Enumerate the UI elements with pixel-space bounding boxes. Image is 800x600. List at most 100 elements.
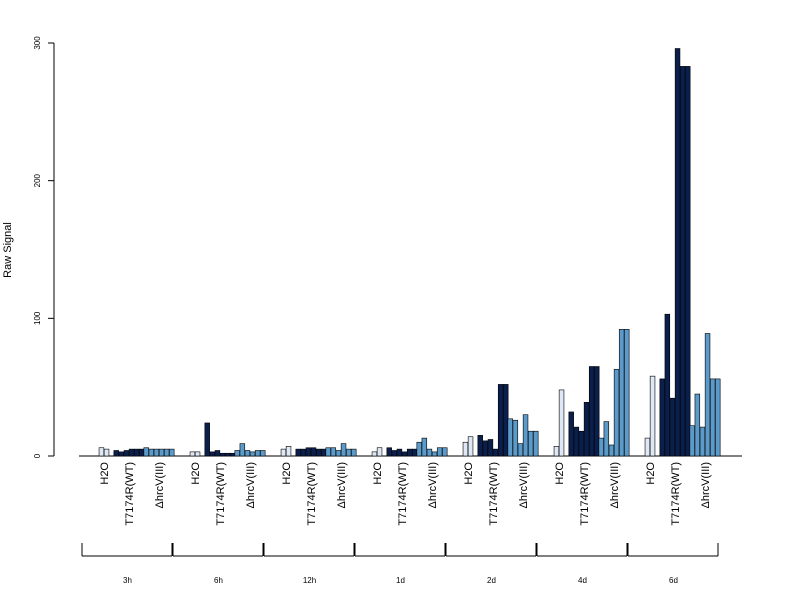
bar xyxy=(421,437,428,457)
bar xyxy=(249,451,256,457)
condition-label: T7174R(WT) xyxy=(306,462,318,526)
bar xyxy=(644,437,651,457)
group-axis: 3h 6h 12h 1d 2d 4d 6d xyxy=(81,543,719,585)
y-tick-label: 200 xyxy=(33,173,42,187)
bar xyxy=(224,452,231,457)
condition-labels: H2O T7174R(WT) ΔhrcV(III) H2O T7174R(WT) Δhrc… xyxy=(99,462,712,526)
y-tick-label: 100 xyxy=(33,311,42,325)
bar xyxy=(128,448,135,457)
bar xyxy=(401,451,408,457)
bar xyxy=(573,426,580,457)
bar xyxy=(442,447,448,457)
bar xyxy=(527,430,534,457)
condition-label: H2O xyxy=(554,462,566,485)
bar xyxy=(426,448,433,457)
condition-label: ΔhrcV(III) xyxy=(336,462,348,508)
bar xyxy=(321,448,327,457)
y-tick-label: 0 xyxy=(33,453,42,458)
condition-label: T7174R(WT) xyxy=(124,462,136,526)
bar xyxy=(679,66,686,457)
bar xyxy=(669,397,676,457)
bar xyxy=(603,421,610,457)
condition-label: T7174R(WT) xyxy=(488,462,500,526)
condition-label: H2O xyxy=(372,462,384,485)
bar xyxy=(345,448,352,457)
bar xyxy=(376,447,383,457)
bar xyxy=(230,452,236,457)
bar xyxy=(139,448,145,457)
bar xyxy=(649,375,656,457)
condition-label: H2O xyxy=(645,462,657,485)
group-label: 3h xyxy=(123,576,132,585)
bar xyxy=(113,450,119,457)
bar xyxy=(305,447,312,457)
bar xyxy=(618,329,625,457)
bar xyxy=(285,446,292,457)
bar xyxy=(436,447,443,457)
bar xyxy=(659,378,665,457)
group-label: 4d xyxy=(578,576,587,585)
bar xyxy=(260,450,266,457)
bar xyxy=(254,450,261,457)
condition-label: T7174R(WT) xyxy=(215,462,227,526)
bar xyxy=(98,447,105,457)
bar xyxy=(416,441,422,457)
bar xyxy=(315,448,322,457)
condition-label: T7174R(WT) xyxy=(397,462,409,526)
bar xyxy=(295,448,301,457)
bar xyxy=(699,426,706,457)
bar xyxy=(497,384,504,457)
bar xyxy=(118,451,125,457)
bar xyxy=(163,448,170,457)
bar xyxy=(624,329,630,457)
bar xyxy=(158,448,165,457)
bar xyxy=(704,333,711,457)
condition-label: ΔhrcV(III) xyxy=(518,462,530,508)
bar xyxy=(325,447,331,457)
condition-label: H2O xyxy=(190,462,202,485)
bar xyxy=(239,443,246,457)
bar xyxy=(351,448,357,457)
bar xyxy=(396,448,403,457)
group-label: 6h xyxy=(214,576,223,585)
condition-label: ΔhrcV(III) xyxy=(245,462,257,508)
bar xyxy=(169,448,175,457)
y-axis: 0 100 200 300 xyxy=(33,36,55,458)
bar xyxy=(412,448,418,457)
bar xyxy=(431,451,438,457)
bar xyxy=(507,418,513,457)
bar xyxy=(467,436,474,457)
bar xyxy=(608,444,615,457)
condition-label: T7174R(WT) xyxy=(670,462,682,526)
group-label: 6d xyxy=(669,576,678,585)
bar xyxy=(153,448,160,457)
condition-label: H2O xyxy=(99,462,111,485)
bar xyxy=(214,450,221,457)
y-axis-label: Raw Signal xyxy=(2,222,14,278)
bar xyxy=(280,448,287,457)
bar xyxy=(219,452,226,457)
bar xyxy=(234,450,240,457)
bar xyxy=(477,435,483,457)
bar xyxy=(209,451,216,457)
bar xyxy=(588,366,595,457)
bar xyxy=(503,384,509,457)
bar xyxy=(685,66,691,457)
bar xyxy=(133,448,140,457)
bars xyxy=(98,48,721,457)
bar xyxy=(492,448,499,457)
bar xyxy=(482,440,489,457)
bar xyxy=(103,448,110,457)
group-label: 2d xyxy=(487,576,496,585)
bar xyxy=(123,450,130,457)
bar xyxy=(391,450,398,457)
bar xyxy=(553,446,560,457)
bar xyxy=(300,448,307,457)
condition-label: ΔhrcV(III) xyxy=(427,462,439,508)
y-tick-label: 300 xyxy=(33,36,42,50)
condition-label: ΔhrcV(III) xyxy=(700,462,712,508)
group-label: 12h xyxy=(303,576,316,585)
condition-label: T7174R(WT) xyxy=(579,462,591,526)
bar xyxy=(689,425,695,457)
